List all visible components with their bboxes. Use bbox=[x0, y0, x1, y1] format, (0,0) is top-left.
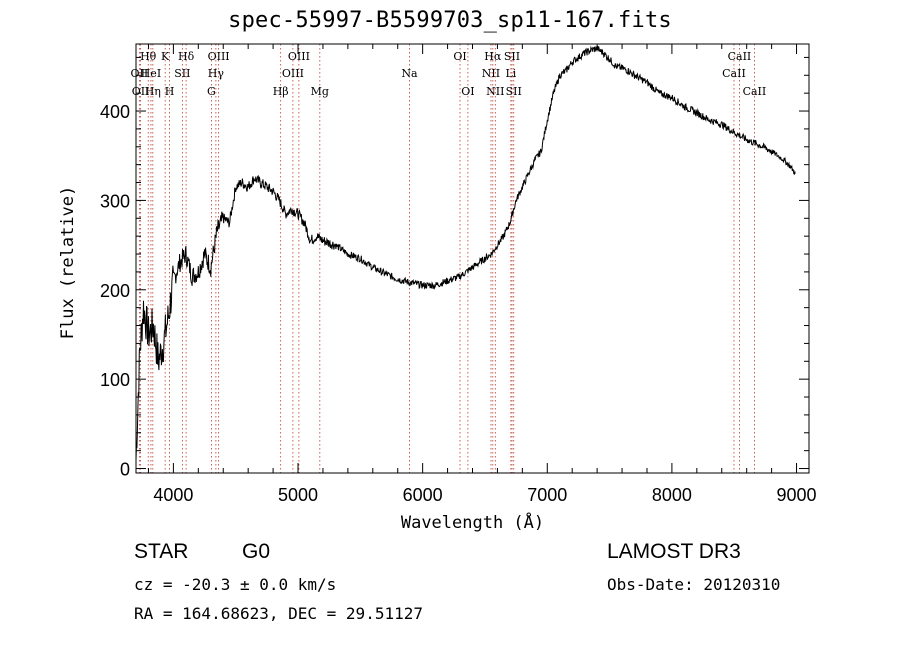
spectral-line-label: Hη bbox=[145, 85, 161, 98]
spectral-line-label: H bbox=[165, 85, 175, 98]
cz-label: cz = -20.3 ± 0.0 km/s bbox=[134, 575, 337, 594]
spectral-lines-layer bbox=[138, 44, 755, 473]
y-tick-label: 300 bbox=[100, 191, 130, 211]
axes-layer: 4000 5000 6000 7000 8000 9000 0 100 200 300 400 Wav… bbox=[58, 43, 817, 533]
spectrum-line bbox=[135, 45, 796, 461]
y-tick-label: 100 bbox=[100, 370, 130, 390]
spectral-line-label: CaII bbox=[728, 50, 752, 63]
spectral-line-label: OI bbox=[461, 85, 474, 98]
spectral-line-label: CaII bbox=[722, 67, 746, 80]
spectral-line-label: OIII bbox=[208, 50, 230, 63]
plot-frame bbox=[135, 43, 810, 474]
spectral-line-label: SII bbox=[174, 67, 190, 80]
y-tick-label: 200 bbox=[100, 281, 130, 301]
survey-label: LAMOST DR3 bbox=[607, 540, 741, 563]
x-tick-label: 8000 bbox=[652, 485, 692, 505]
spectral-line-label: OIII bbox=[282, 67, 304, 80]
class-label: STAR bbox=[134, 540, 189, 563]
x-axis-label: Wavelength (Å) bbox=[401, 511, 544, 533]
spectral-line-label: Hα bbox=[484, 50, 502, 63]
x-tick-label: 7000 bbox=[527, 485, 567, 505]
y-tick-label: 400 bbox=[100, 102, 130, 122]
spectral-line-label: Mg bbox=[311, 85, 329, 98]
chart-title: spec-55997-B5599703_sp11-167.fits bbox=[228, 8, 672, 33]
y-tick-label: 0 bbox=[120, 460, 130, 480]
spectral-line-label: OII bbox=[132, 85, 150, 98]
spectral-line-label: SII bbox=[504, 50, 520, 63]
spectral-line-label: G bbox=[207, 85, 216, 98]
spectral-line-label: OI bbox=[453, 50, 466, 63]
spectral-line-label: Na bbox=[401, 67, 418, 80]
spectral-line-label: NII bbox=[486, 85, 504, 98]
subclass-label: G0 bbox=[242, 540, 271, 563]
obs-date-label: Obs-Date: 20120310 bbox=[607, 575, 781, 594]
x-tick-label: 4000 bbox=[153, 485, 193, 505]
spectral-line-label: Li bbox=[505, 67, 516, 80]
x-tick-label: 6000 bbox=[403, 485, 443, 505]
x-tick-label: 5000 bbox=[278, 485, 318, 505]
spectral-line-label: HeI bbox=[141, 67, 161, 80]
spectral-line-label: OII bbox=[131, 67, 149, 80]
spectral-line-label: CaII bbox=[743, 85, 767, 98]
spectral-line-label: K bbox=[161, 50, 170, 63]
spectral-line-label: Hγ bbox=[208, 67, 225, 80]
spectral-line-label: NII bbox=[482, 67, 500, 80]
coords-label: RA = 164.68623, DEC = 29.51127 bbox=[134, 604, 423, 623]
spectral-line-label: Hβ bbox=[273, 85, 289, 98]
spectral-line-label: OIII bbox=[288, 50, 310, 63]
series-layer bbox=[135, 45, 796, 461]
y-axis-label: Flux (relative) bbox=[58, 186, 78, 340]
x-tick-label: 9000 bbox=[777, 485, 817, 505]
spectral-line-label: Hδ bbox=[178, 50, 195, 63]
spectral-line-label: Hθ bbox=[140, 50, 157, 63]
spectral-line-label: SII bbox=[506, 85, 522, 98]
